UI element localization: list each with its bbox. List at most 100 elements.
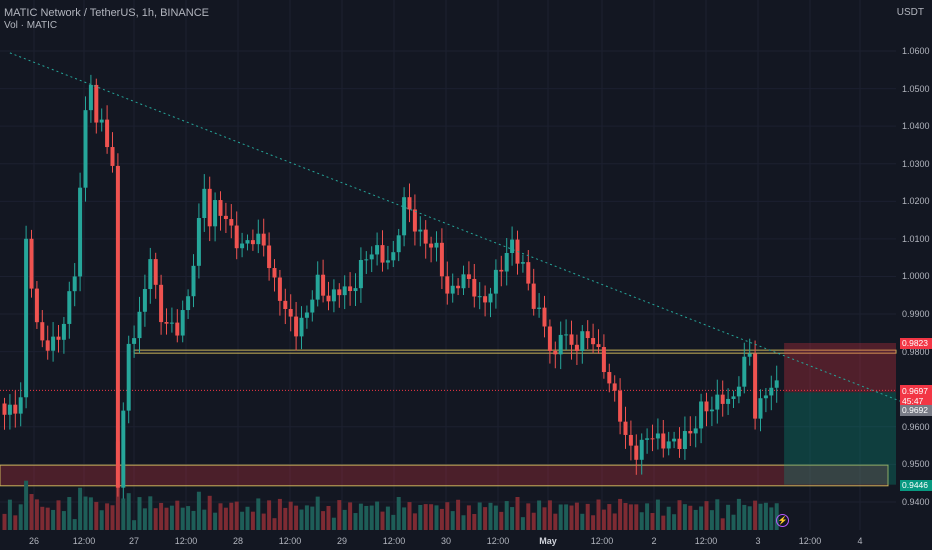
volume-bar [402, 507, 407, 530]
volume-bar [688, 505, 693, 530]
candle-body [245, 240, 250, 244]
volume-bar [213, 512, 218, 530]
volume-bar [634, 504, 639, 530]
volume-bar [315, 496, 320, 530]
candle-body [83, 110, 88, 188]
candle-body [720, 394, 725, 404]
volume-bar [153, 508, 158, 530]
volume-bar [29, 494, 34, 530]
candle-body [267, 245, 272, 269]
candle-body [137, 311, 142, 339]
candle-body [369, 254, 374, 260]
candle-body [180, 310, 185, 336]
candle-body [175, 322, 180, 336]
candle-body [191, 265, 196, 297]
volume-bar [423, 504, 428, 530]
candle-body [547, 326, 552, 351]
candle-body [564, 334, 569, 336]
candle-body [121, 410, 126, 488]
volume-bar [132, 520, 137, 530]
volume-bar [434, 505, 439, 530]
volume-bar [169, 505, 174, 530]
volume-bar [2, 513, 7, 530]
volume-bar [445, 502, 450, 530]
volume-bar [580, 513, 585, 530]
candle-body [234, 225, 239, 249]
volume-bar [310, 506, 315, 530]
candle-body [682, 431, 687, 449]
time-tick-label: 28 [232, 536, 244, 546]
price-tick-label: 1.0100 [902, 233, 930, 244]
volume-bar [72, 519, 77, 530]
candle-body [661, 433, 666, 449]
volume-bar [520, 517, 525, 530]
price-tick-label: 0.9800 [902, 346, 930, 357]
candle-body [591, 338, 596, 345]
candle-body [623, 421, 628, 435]
candle-body [256, 233, 261, 245]
candle-body [40, 322, 45, 341]
candle-body [585, 331, 590, 339]
volume-bar [45, 507, 50, 530]
volume-bar [353, 513, 358, 530]
time-tick-label: 27 [128, 536, 140, 546]
volume-bar [337, 500, 342, 530]
volume-bar [655, 499, 660, 530]
volume-bar [137, 497, 142, 530]
volume-bar [277, 498, 282, 530]
candle-body [148, 259, 153, 290]
volume-bar [56, 500, 61, 530]
volume-bar [596, 499, 601, 530]
candle-body [315, 274, 320, 300]
volume-bar [472, 513, 477, 530]
candle-body [531, 283, 536, 309]
candle-body [326, 295, 331, 302]
volume-bar [223, 507, 228, 530]
candle-body [115, 165, 120, 488]
volume-bar [24, 480, 29, 530]
volume-bar [369, 505, 374, 530]
candle-body [634, 445, 639, 460]
candle-body [78, 187, 83, 277]
volume-bar [7, 499, 12, 530]
candle-body [250, 240, 255, 245]
volume-bar [758, 503, 763, 530]
volume-bar [272, 518, 277, 530]
candle-body [726, 398, 731, 404]
volume-bar [13, 515, 18, 530]
candle-body [396, 235, 401, 253]
volume-legend[interactable]: Vol · MATIC [4, 20, 58, 31]
candle-body [342, 286, 347, 296]
volume-bar [110, 505, 115, 530]
price-tick-label: 1.0600 [902, 46, 930, 56]
time-tick-label: 12:00 [694, 536, 718, 546]
candle-body [61, 323, 66, 340]
candle-body [304, 312, 309, 318]
volume-bar [736, 498, 741, 530]
volume-bar [661, 515, 666, 530]
volume-bar [585, 503, 590, 530]
volume-bar [526, 503, 531, 530]
candle-body [731, 396, 736, 399]
volume-bar [672, 514, 677, 530]
candle-body [240, 243, 245, 249]
symbol-title[interactable]: MATIC Network / TetherUS, 1h, BINANCE [4, 7, 209, 19]
candle-body [391, 252, 396, 261]
candle-body [142, 289, 147, 312]
time-tick-label: 4 [857, 536, 863, 546]
candle-body [2, 403, 7, 415]
volume-bar [218, 503, 223, 530]
volume-bar [191, 510, 196, 530]
lightning-icon[interactable]: ⚡ [776, 514, 789, 527]
candle-body [229, 219, 234, 226]
volume-bar [537, 500, 542, 530]
candle-body [132, 338, 137, 344]
candle-body [526, 262, 531, 284]
volume-bar [67, 497, 72, 530]
candle-body [439, 242, 444, 277]
candle-body [483, 296, 488, 303]
volume-bar [456, 499, 461, 530]
candle-body [655, 433, 660, 439]
